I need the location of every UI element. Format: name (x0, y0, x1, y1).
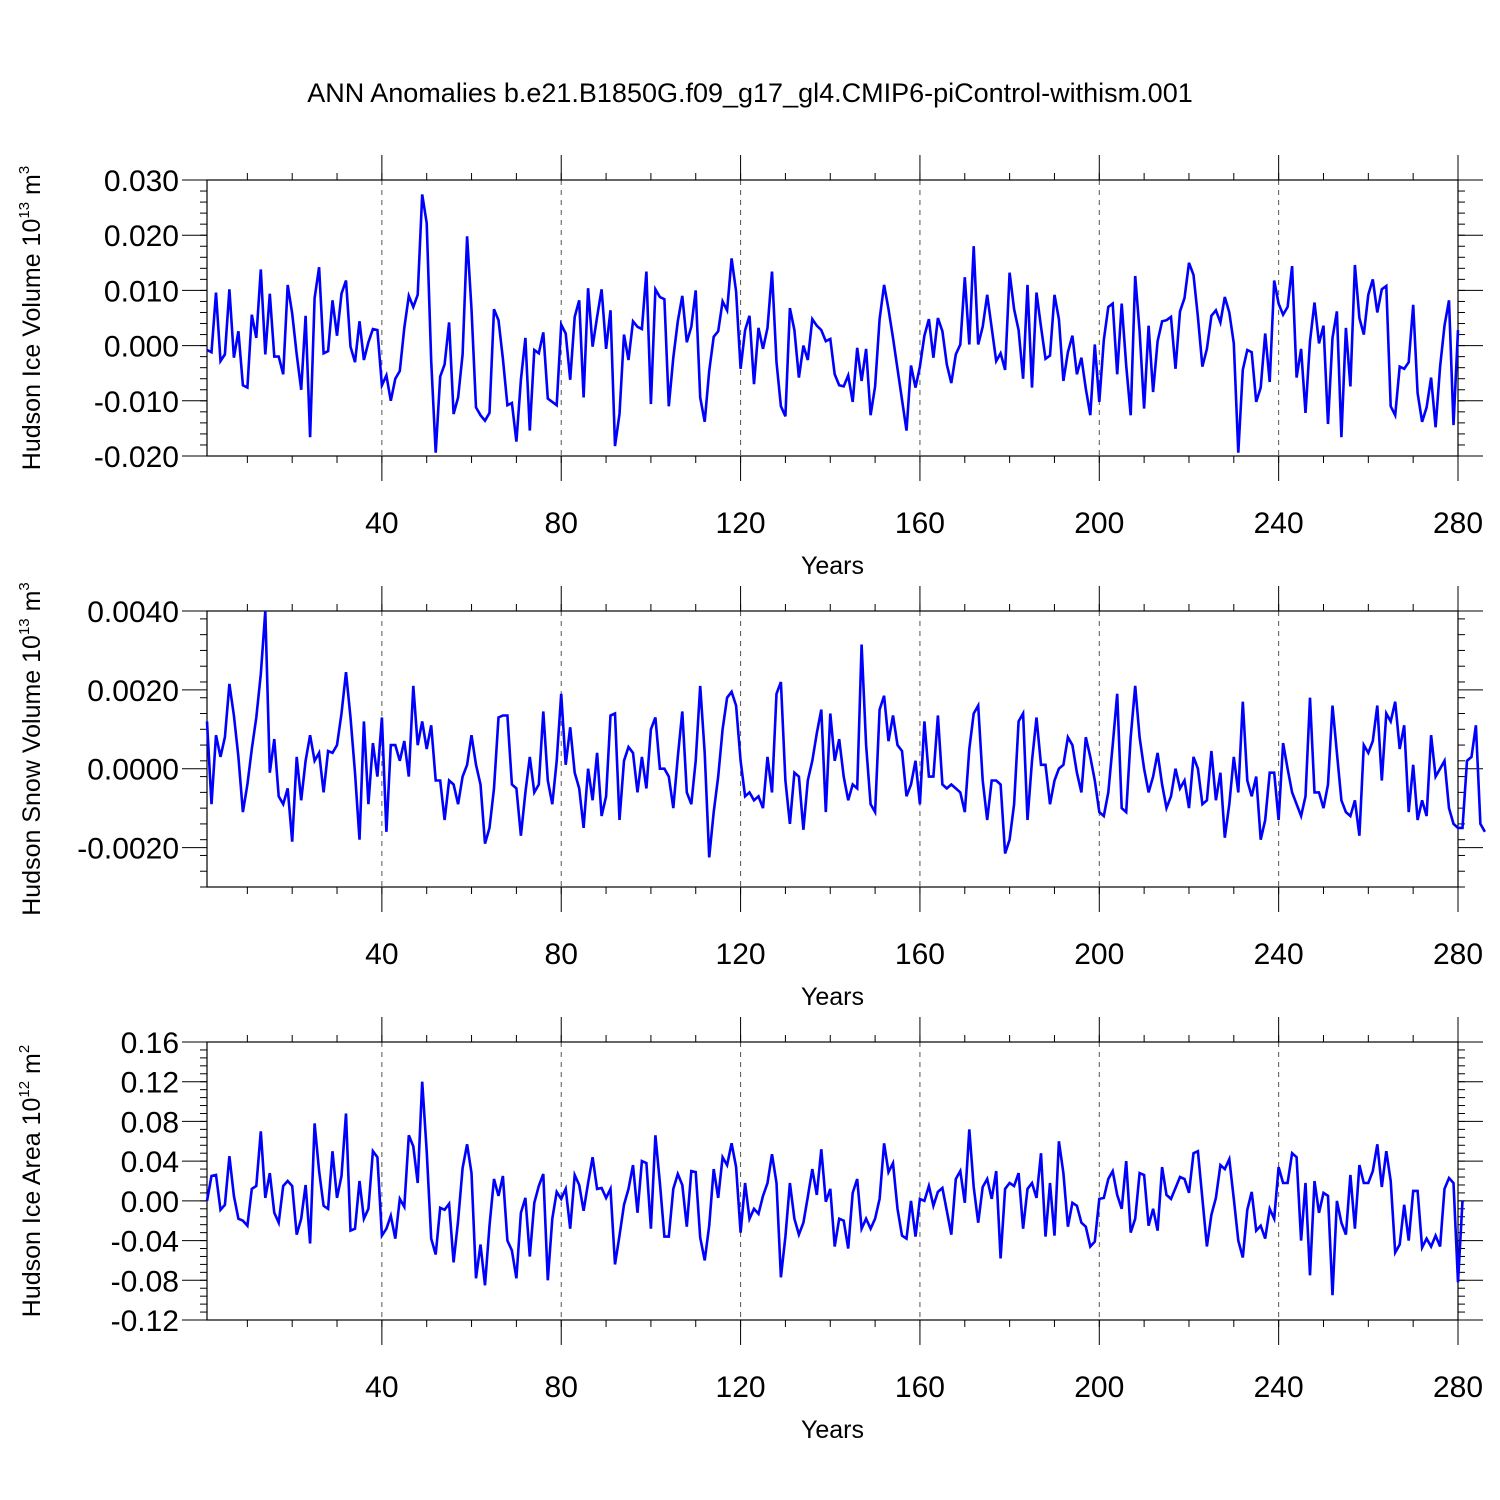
x-tick-label: 240 (1254, 1371, 1304, 1404)
x-tick-label: 200 (1074, 507, 1124, 540)
panel-ice-volume: -0.020 -0.010 0.000 0.010 0.020 0.030 40 80 120 1… (16, 155, 1483, 580)
y-tick-label: 0.020 (104, 220, 179, 253)
panel-snow-volume: -0.0020 0.0000 0.0020 0.0040 40 80 120 160 200 24… (16, 582, 1487, 1011)
x-tick-label: 160 (895, 507, 945, 540)
x-tick-label: 40 (365, 938, 398, 971)
y-tick-label: 0.0020 (87, 675, 179, 708)
y-tick-label: 0.12 (121, 1067, 179, 1100)
y-tick-label: 0.0040 (87, 596, 179, 629)
x-axis-title: Years (801, 983, 864, 1011)
y-tick-label: 0.00 (121, 1186, 179, 1219)
x-tick-label: 160 (895, 1371, 945, 1404)
y-tick-label: 0.04 (121, 1146, 179, 1179)
x-tick-label: 80 (545, 938, 578, 971)
series-line-ice-volume (206, 194, 1460, 453)
plot-frame (206, 179, 1459, 457)
x-tick-label: 280 (1433, 1371, 1483, 1404)
x-tick-label: 280 (1433, 507, 1483, 540)
x-tick-label: 240 (1254, 938, 1304, 971)
plot-frame (206, 610, 1459, 888)
series-line-snow-volume (205, 610, 1487, 858)
x-tick-label: 160 (895, 938, 945, 971)
x-tick-label: 120 (716, 507, 766, 540)
y-tick-label: -0.08 (111, 1265, 179, 1298)
x-tick-label: 120 (716, 938, 766, 971)
y-tick-label: -0.0020 (77, 833, 179, 866)
y-axis-title: Hudson Ice Volume 1013 m3 (16, 166, 46, 470)
y-tick-label: 0.030 (104, 165, 179, 198)
y-tick-label: 0.08 (121, 1106, 179, 1139)
x-tick-label: 80 (545, 507, 578, 540)
x-tick-label: 280 (1433, 938, 1483, 971)
x-axis-title: Years (801, 552, 864, 580)
series-line-ice-area (205, 1081, 1464, 1296)
y-tick-label: 0.010 (104, 275, 179, 308)
chart-title: ANN Anomalies b.e21.B1850G.f09_g17_gl4.C… (307, 78, 1193, 108)
x-tick-label: 240 (1254, 507, 1304, 540)
x-tick-label: 40 (365, 507, 398, 540)
y-axis-title: Hudson Ice Area 1012 m2 (16, 1045, 46, 1317)
y-tick-label: -0.020 (94, 441, 179, 474)
panel-ice-area: -0.12 -0.08 -0.04 0.00 0.04 0.08 0.12 0.16 40 80 1… (16, 1017, 1483, 1444)
y-tick-label: 0.16 (121, 1027, 179, 1060)
x-axis-title: Years (801, 1416, 864, 1444)
x-tick-label: 120 (716, 1371, 766, 1404)
plot-frame (206, 1041, 1459, 1321)
x-tick-label: 80 (545, 1371, 578, 1404)
x-tick-label: 40 (365, 1371, 398, 1404)
y-tick-label: -0.010 (94, 386, 179, 419)
y-tick-label: -0.04 (111, 1226, 179, 1259)
x-tick-label: 200 (1074, 1371, 1124, 1404)
y-tick-label: -0.12 (111, 1305, 179, 1338)
y-tick-label: 0.000 (104, 331, 179, 364)
x-tick-label: 200 (1074, 938, 1124, 971)
y-axis-title: Hudson Snow Volume 1013 m3 (16, 582, 46, 916)
y-tick-label: 0.0000 (87, 754, 179, 787)
